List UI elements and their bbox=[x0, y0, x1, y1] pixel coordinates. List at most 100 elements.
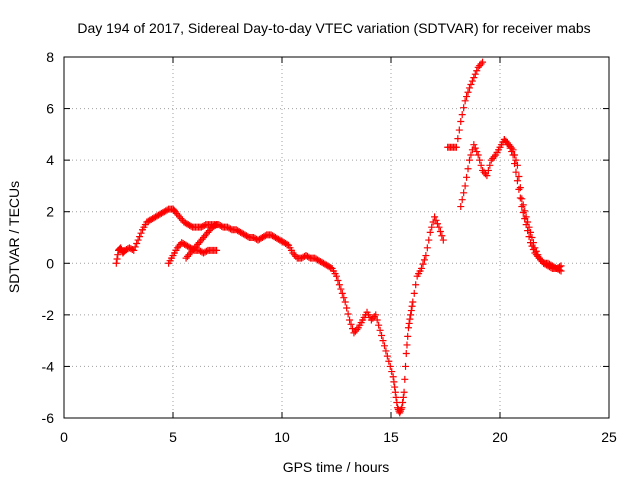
data-point bbox=[338, 289, 346, 297]
data-point bbox=[137, 229, 145, 237]
data-point bbox=[460, 189, 468, 197]
data-point bbox=[439, 236, 447, 244]
data-point bbox=[419, 260, 427, 268]
data-point bbox=[452, 143, 460, 151]
data-point bbox=[509, 151, 517, 159]
data-point bbox=[467, 151, 475, 159]
data-point bbox=[521, 215, 529, 223]
data-point bbox=[213, 221, 221, 229]
data-point bbox=[373, 316, 381, 324]
data-point bbox=[114, 251, 122, 259]
data-point bbox=[516, 194, 524, 202]
x-tick-label: 5 bbox=[169, 429, 177, 445]
data-point bbox=[347, 320, 355, 328]
data-point bbox=[423, 244, 431, 252]
chart-title: Day 194 of 2017, Sidereal Day-to-day VTE… bbox=[77, 20, 590, 36]
data-point bbox=[467, 81, 475, 89]
data-point bbox=[458, 111, 466, 119]
data-point bbox=[519, 201, 527, 209]
data-point bbox=[383, 352, 391, 360]
x-tick-label: 25 bbox=[601, 429, 617, 445]
data-point bbox=[406, 315, 414, 323]
data-point bbox=[522, 213, 530, 221]
data-point bbox=[396, 407, 404, 415]
y-tick-label: 2 bbox=[46, 204, 54, 220]
data-point bbox=[528, 242, 536, 250]
data-point bbox=[522, 221, 530, 229]
data-point bbox=[435, 223, 443, 231]
data-point bbox=[460, 104, 468, 112]
data-point bbox=[425, 236, 433, 244]
data-point bbox=[402, 350, 410, 358]
data-point bbox=[436, 227, 444, 235]
data-point bbox=[392, 393, 400, 401]
data-point bbox=[476, 156, 484, 164]
data-point bbox=[465, 156, 473, 164]
data-point bbox=[457, 117, 465, 125]
data-point bbox=[112, 259, 120, 267]
data-point bbox=[391, 388, 399, 396]
data-point bbox=[376, 326, 384, 334]
data-point bbox=[389, 373, 397, 381]
data-point bbox=[341, 298, 349, 306]
data-point bbox=[422, 252, 430, 260]
data-point bbox=[133, 240, 141, 248]
data-point bbox=[398, 404, 406, 412]
data-point bbox=[426, 228, 434, 236]
data-point bbox=[404, 324, 412, 332]
data-point bbox=[372, 311, 380, 319]
data-point bbox=[408, 302, 416, 310]
data-point bbox=[519, 209, 527, 217]
data-point bbox=[399, 393, 407, 401]
data-point bbox=[479, 58, 487, 66]
data-point bbox=[470, 74, 478, 82]
data-point bbox=[211, 221, 219, 229]
data-point bbox=[405, 319, 413, 327]
data-point bbox=[513, 177, 521, 185]
data-point bbox=[458, 196, 466, 204]
data-point bbox=[380, 342, 388, 350]
data-marks bbox=[112, 58, 565, 417]
data-point bbox=[490, 153, 498, 161]
data-point bbox=[557, 262, 565, 270]
data-point bbox=[432, 216, 440, 224]
data-point bbox=[113, 255, 121, 263]
data-point bbox=[473, 148, 481, 156]
plot-frame bbox=[63, 56, 610, 419]
data-point bbox=[386, 362, 394, 370]
data-point bbox=[518, 195, 526, 203]
data-point bbox=[375, 321, 383, 329]
data-point bbox=[505, 141, 513, 149]
y-axis-label: SDTVAR / TECUs bbox=[6, 181, 22, 293]
x-tick-label: 0 bbox=[60, 429, 68, 445]
data-point bbox=[512, 168, 520, 176]
data-point bbox=[470, 141, 478, 149]
data-point bbox=[434, 220, 442, 228]
data-point bbox=[134, 236, 142, 244]
data-point bbox=[131, 243, 139, 251]
data-point bbox=[403, 341, 411, 349]
y-tick-label: -2 bbox=[42, 307, 55, 323]
x-tick-label: 15 bbox=[383, 429, 399, 445]
x-axis-label: GPS time / hours bbox=[283, 459, 390, 475]
data-point bbox=[334, 276, 342, 284]
data-point bbox=[397, 405, 405, 413]
data-point bbox=[396, 409, 404, 417]
data-point bbox=[527, 239, 535, 247]
data-point bbox=[464, 88, 472, 96]
data-point bbox=[457, 203, 465, 211]
data-point bbox=[117, 244, 125, 252]
data-point bbox=[474, 151, 482, 159]
data-point bbox=[399, 399, 407, 407]
y-tick-label: 0 bbox=[46, 255, 54, 271]
data-point bbox=[346, 316, 354, 324]
data-point bbox=[515, 172, 523, 180]
data-point bbox=[483, 172, 491, 180]
data-point bbox=[337, 285, 345, 293]
data-point bbox=[407, 311, 415, 319]
data-point bbox=[515, 185, 523, 193]
data-point bbox=[420, 256, 428, 264]
data-point bbox=[463, 173, 471, 181]
data-point bbox=[130, 246, 138, 254]
data-point bbox=[464, 165, 472, 173]
